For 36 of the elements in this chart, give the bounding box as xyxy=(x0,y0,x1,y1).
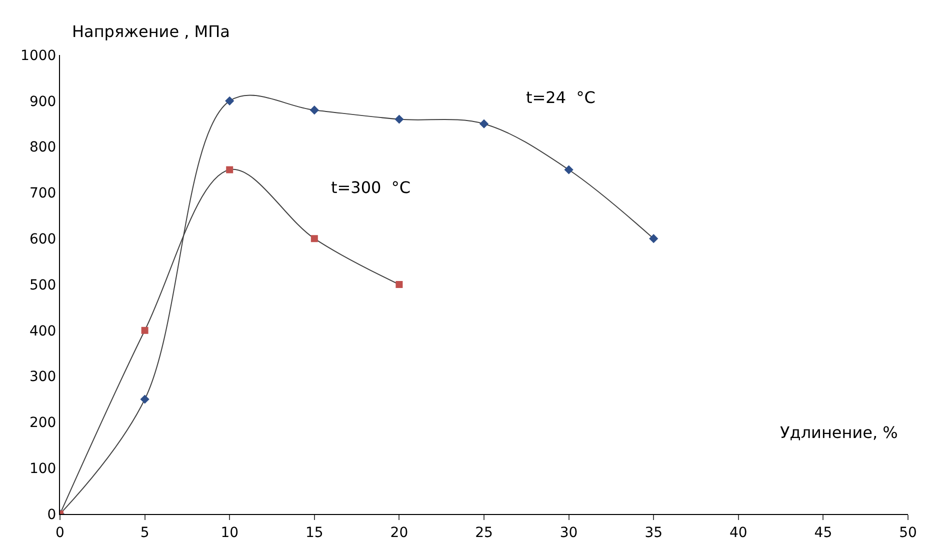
point xyxy=(394,114,404,124)
point xyxy=(310,106,319,115)
text: t=300 °C xyxy=(331,178,411,197)
point xyxy=(140,394,150,404)
point xyxy=(564,165,574,174)
series-label: t=24 °C xyxy=(526,88,596,107)
x-tick-label: 10 xyxy=(220,524,239,541)
point xyxy=(479,119,489,128)
x-tick-label: 40 xyxy=(729,524,748,541)
x-tick-label: 50 xyxy=(899,524,917,541)
y-tick-label: 800 xyxy=(29,140,56,156)
x-tick-label: 45 xyxy=(814,524,832,541)
y-tick-label: 600 xyxy=(29,232,56,248)
y-axis-title: Напряжение , МПа xyxy=(72,22,230,41)
x-tick-label: 15 xyxy=(305,524,324,541)
point xyxy=(649,234,658,244)
y-tick-label: 0 xyxy=(47,506,56,523)
y-tick-label: 900 xyxy=(29,94,56,110)
point xyxy=(225,96,234,106)
point xyxy=(396,281,403,288)
y-tick-label: 300 xyxy=(29,369,56,386)
x-tick-label: 5 xyxy=(140,524,150,541)
y-tick-label: 700 xyxy=(29,186,56,202)
y-tick-label: 200 xyxy=(29,415,56,432)
x-tick-label: 30 xyxy=(560,524,578,541)
point xyxy=(141,326,148,334)
y-tick-label: 100 xyxy=(29,461,56,477)
x-axis-title: Удлинение, % xyxy=(780,423,898,442)
point xyxy=(226,166,234,174)
x-tick-label: 25 xyxy=(475,524,493,541)
y-tick-label: 400 xyxy=(29,323,56,340)
x-tick-label: 35 xyxy=(644,524,663,541)
y-tick-label: 1000 xyxy=(20,48,56,64)
y-tick-label: 500 xyxy=(29,277,56,294)
x-tick-label: 20 xyxy=(390,524,408,541)
point xyxy=(310,235,318,242)
